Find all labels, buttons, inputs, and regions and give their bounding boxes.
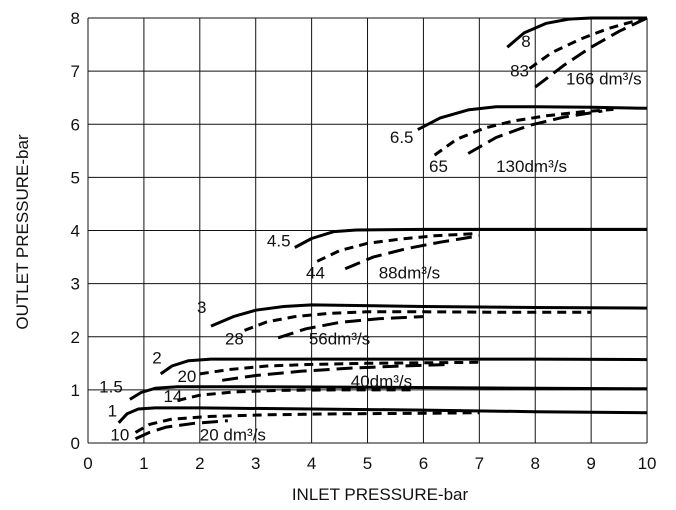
curve-label: 6.5: [390, 128, 414, 147]
series-line-4: [417, 105, 648, 131]
curve-label: 130dm³/s: [496, 157, 567, 176]
series-line-12: [277, 315, 424, 340]
y-tick-labels: 0 1 2 3 4 5 6 7 8: [71, 9, 80, 453]
curve-label: 10: [110, 425, 129, 444]
x-tick-label: 6: [419, 454, 428, 473]
series-line-6: [467, 109, 603, 155]
curve-label: 1: [108, 401, 117, 420]
series-line-18: [117, 406, 648, 424]
series-line-7: [294, 227, 647, 249]
series-line-15: [221, 362, 452, 382]
curve-label: 28: [225, 330, 244, 349]
series-line-1: [506, 16, 647, 49]
x-tick-labels: 0 1 2 3 4 5 6 7 8 9 10: [83, 454, 656, 473]
y-tick-label: 3: [71, 275, 80, 294]
x-tick-label: 4: [307, 454, 316, 473]
curve-label: 14: [163, 387, 182, 406]
curve-label: 1.5: [99, 378, 123, 397]
y-tick-label: 1: [71, 381, 80, 400]
series-line-5: [433, 107, 614, 157]
x-axis-title: INLET PRESSURE-bar: [292, 485, 469, 504]
curve-labels: 8 83 166 dm³/s 6.5 65 130dm³/s 4.5 44 88dm³/s 3 28…: [99, 32, 641, 444]
curve-label: 88dm³/s: [379, 263, 440, 282]
y-tick-label: 8: [71, 9, 80, 28]
curve-label: 2: [152, 348, 161, 367]
curve-label: 20: [177, 367, 196, 386]
x-tick-label: 1: [139, 454, 148, 473]
x-tick-label: 5: [363, 454, 372, 473]
y-axis-title: OUTLET PRESSURE-bar: [13, 134, 32, 330]
y-tick-label: 2: [71, 328, 80, 347]
series-line-11: [243, 310, 592, 332]
curve-label: 44: [306, 263, 325, 282]
series-line-17: [177, 388, 413, 402]
y-tick-label: 5: [71, 168, 80, 187]
series-line-13: [159, 357, 648, 376]
series-line-10: [210, 303, 648, 328]
x-tick-label: 9: [586, 454, 595, 473]
series-line-14: [199, 360, 480, 376]
series-line-20: [134, 419, 228, 441]
x-tick-label: 3: [251, 454, 260, 473]
y-tick-label: 7: [71, 62, 80, 81]
series-line-8: [316, 232, 474, 263]
curve-label: 65: [429, 157, 448, 176]
series-line-3: [534, 16, 648, 89]
x-tick-label: 10: [638, 454, 657, 473]
curve-label: 8: [521, 32, 530, 51]
series-line-19: [134, 411, 480, 434]
series-line-2: [528, 16, 648, 70]
x-tick-label: 8: [531, 454, 540, 473]
curve-label: 20 dm³/s: [200, 425, 266, 444]
curve-label: 166 dm³/s: [566, 69, 642, 88]
curve-label: 40dm³/s: [351, 372, 412, 391]
x-tick-label: 2: [195, 454, 204, 473]
y-tick-label: 0: [71, 434, 80, 453]
curve-label: 4.5: [267, 231, 291, 250]
x-tick-label: 7: [475, 454, 484, 473]
curve-label: 83: [510, 61, 529, 80]
y-tick-label: 4: [71, 222, 80, 241]
curve-label: 3: [197, 298, 206, 317]
curve-label: 56dm³/s: [309, 330, 370, 349]
x-tick-label: 0: [83, 454, 92, 473]
series-layer: [117, 16, 648, 441]
series-line-16: [129, 385, 648, 401]
y-tick-label: 6: [71, 115, 80, 134]
